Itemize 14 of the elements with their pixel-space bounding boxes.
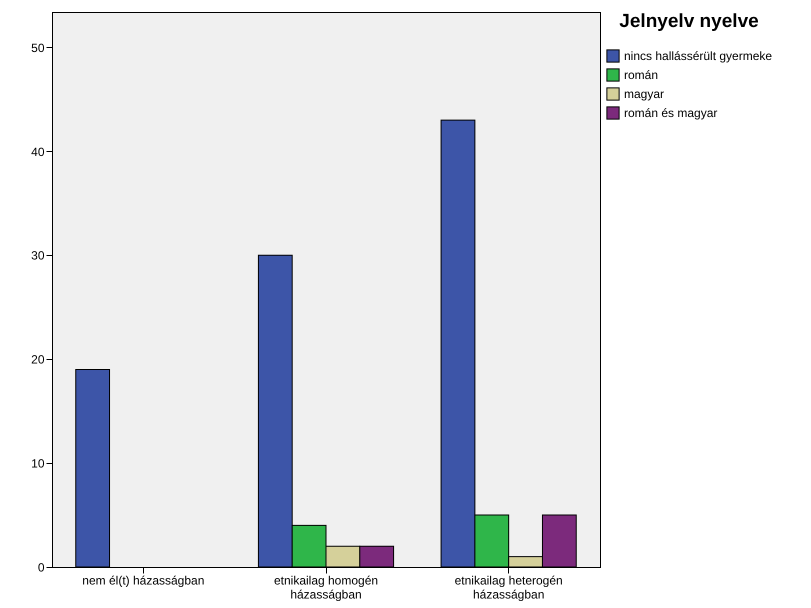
y-tick-label: 0 — [38, 560, 45, 574]
y-tick-label: 40 — [31, 144, 45, 159]
legend-title: Jelnyelv nyelve — [619, 11, 759, 32]
legend-label: román és magyar — [624, 106, 718, 120]
y-tick-label: 30 — [31, 248, 45, 263]
legend-label: nincs hallássérült gyermeke — [624, 49, 772, 63]
y-tick-label: 10 — [31, 456, 45, 471]
legend-label: román — [624, 68, 658, 82]
y-tick-label: 20 — [31, 352, 45, 367]
y-tick-label: 50 — [31, 40, 45, 55]
x-tick-label: etnikailag homogén házasságban — [274, 574, 378, 602]
legend-label: magyar — [624, 87, 664, 101]
x-tick-label: etnikailag heterogén házasságban — [454, 574, 563, 602]
x-tick-label: nem él(t) házasságban — [82, 574, 204, 588]
